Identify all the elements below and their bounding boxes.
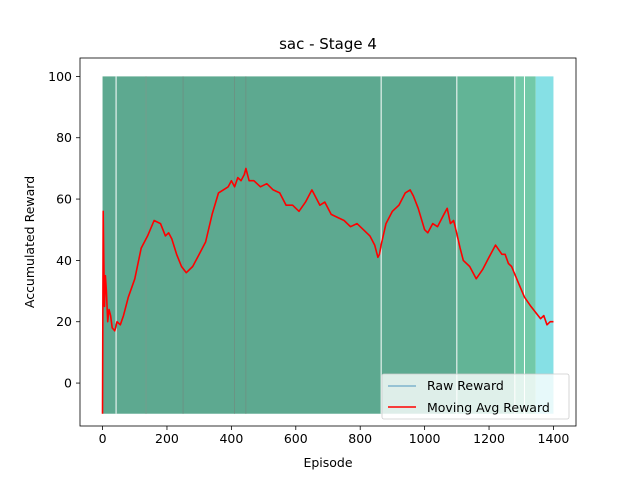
y-tick-label: 100 <box>48 69 72 84</box>
moving-avg-series <box>101 167 554 414</box>
x-tick-label: 1200 <box>473 431 505 446</box>
raw-reward-band-2 <box>514 76 536 414</box>
y-tick-label: 80 <box>56 130 72 145</box>
raw-reward-band-1 <box>456 76 515 414</box>
plot-area <box>101 76 554 414</box>
x-tick-label: 800 <box>348 431 372 446</box>
x-tick-label: 600 <box>284 431 308 446</box>
y-tick-label: 20 <box>56 314 72 329</box>
raw-reward-series <box>102 76 554 414</box>
raw-reward-band-0 <box>102 76 457 414</box>
x-tick-label: 0 <box>99 431 107 446</box>
x-axis-label: Episode <box>303 455 352 470</box>
y-tick-label: 60 <box>56 192 72 207</box>
raw-reward-band-3 <box>535 76 554 414</box>
legend-box <box>381 373 570 420</box>
x-tick-label: 1000 <box>409 431 441 446</box>
y-tick-label: 40 <box>56 253 72 268</box>
plot-frame <box>79 57 577 427</box>
y-axis-label: Accumulated Reward <box>22 176 37 308</box>
x-tick-label: 200 <box>155 431 179 446</box>
chart-title: sac - Stage 4 <box>279 35 377 53</box>
x-tick-label: 1400 <box>538 431 570 446</box>
legend-raw-label: Raw Reward <box>427 378 504 393</box>
axis-ticks: 0 200 400 600 800 1000 1200 1400 0 20 40 60 80 100 <box>48 69 569 446</box>
x-tick-label: 400 <box>219 431 243 446</box>
legend: Raw Reward Moving Avg Reward <box>381 373 570 420</box>
legend-avg-label: Moving Avg Reward <box>427 400 550 415</box>
y-tick-label: 0 <box>64 376 72 391</box>
moving-avg-line <box>101 167 554 414</box>
